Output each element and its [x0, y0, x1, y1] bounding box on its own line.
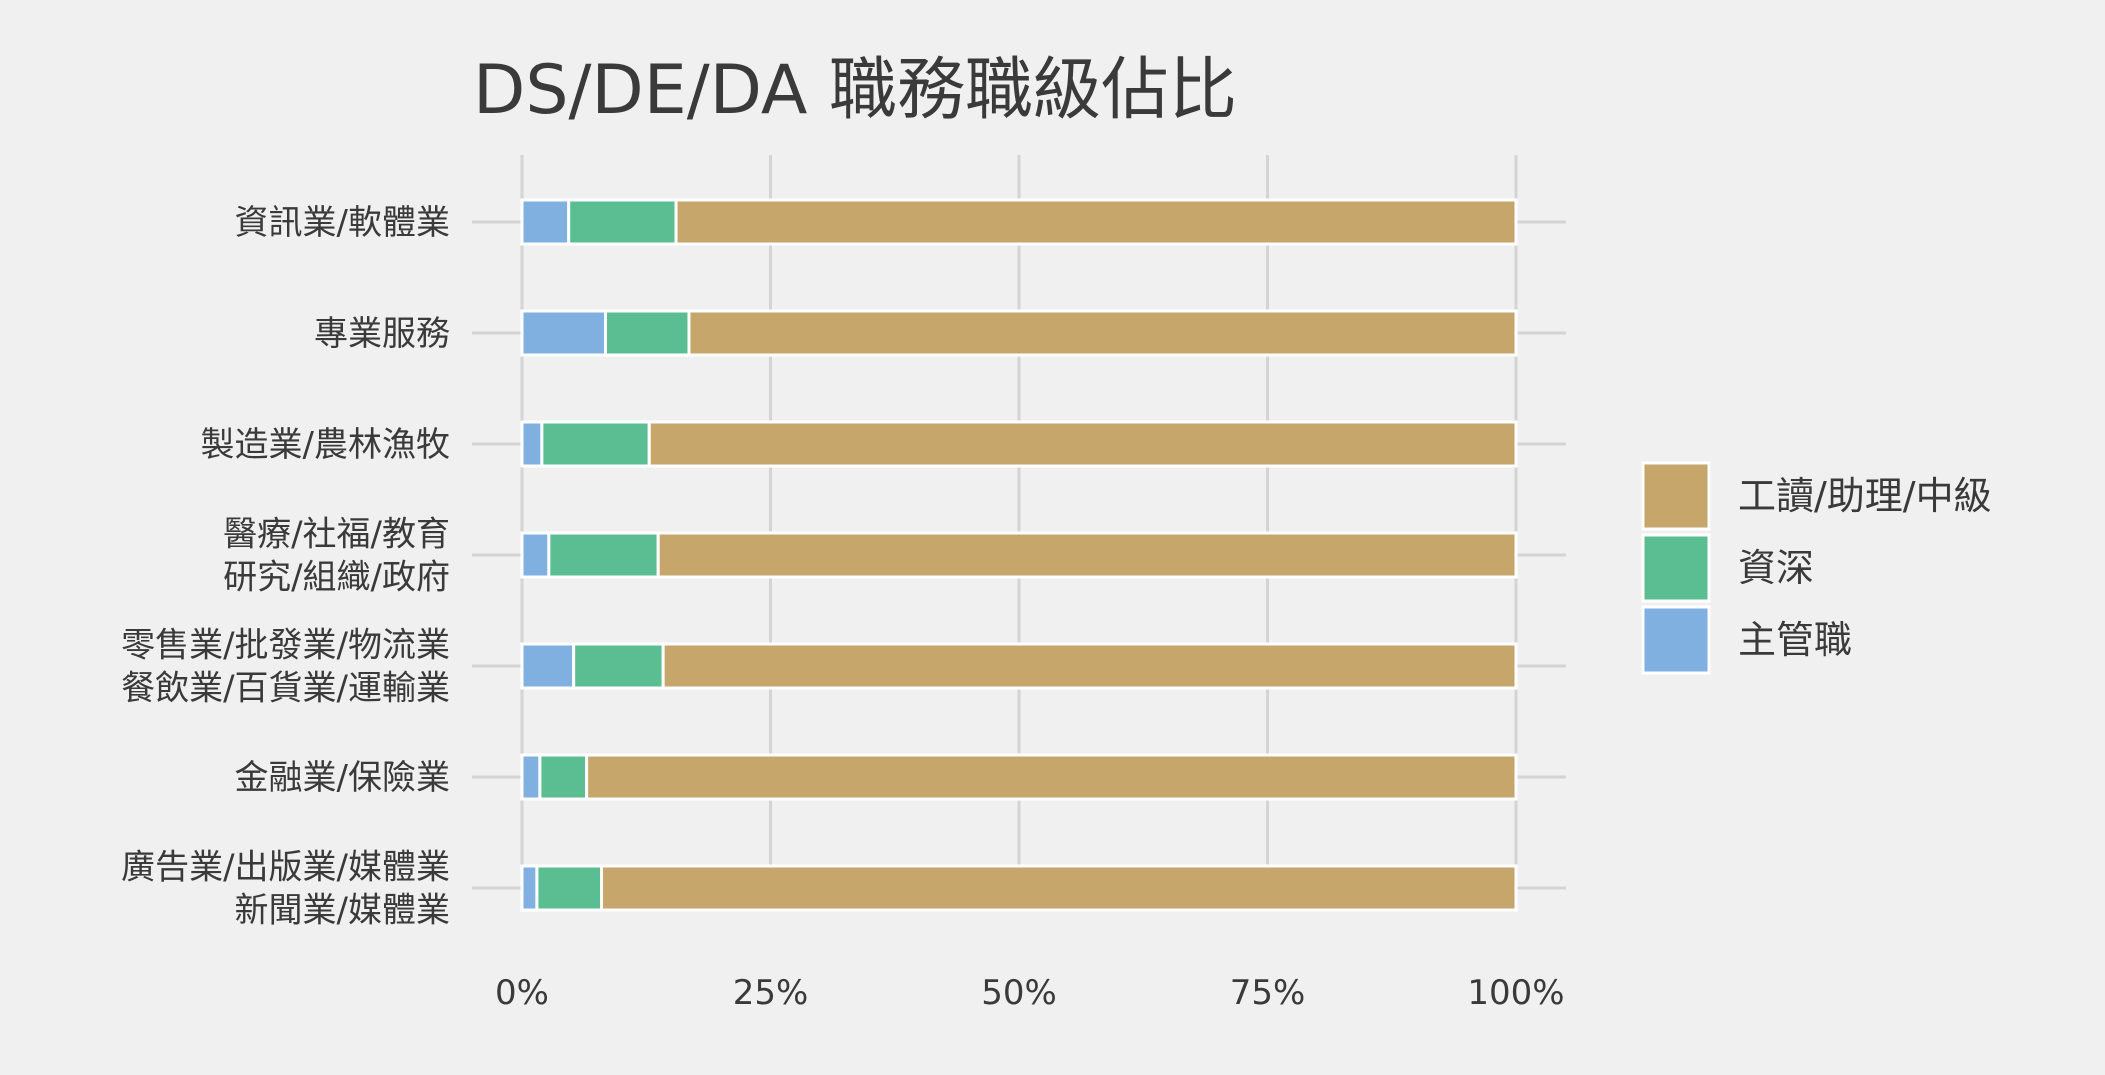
- category-label-3-line-1: 研究/組織/政府: [223, 558, 450, 598]
- bar-0-series-2: [674, 198, 1518, 246]
- x-tick-label-3: 75%: [1230, 973, 1306, 1013]
- legend-label-1: 資深: [1738, 546, 1814, 590]
- bar-4-series-1: [572, 642, 665, 690]
- x-tick-label-2: 50%: [981, 973, 1057, 1013]
- bar-6-series-0: [520, 864, 539, 912]
- category-label-6-line-0: 廣告業/出版業/媒體業: [121, 848, 450, 888]
- x-tick-labels: 0% 25% 50% 75% 100%: [495, 973, 1565, 1013]
- category-label-6-line-1: 新聞業/媒體業: [235, 891, 450, 931]
- bar-3-series-1: [547, 531, 660, 579]
- bar-2-series-2: [647, 420, 1518, 468]
- bar-5-series-2: [585, 753, 1518, 801]
- category-label-0-line-0: 資訊業/軟體業: [235, 203, 450, 243]
- bar-2-series-0: [520, 420, 544, 468]
- bar-2-series-1: [540, 420, 651, 468]
- legend-swatch-1: [1641, 533, 1711, 603]
- legend-label-2: 主管職: [1738, 618, 1852, 662]
- category-label-5-line-0: 金融業/保險業: [235, 758, 450, 798]
- bar-5-series-0: [520, 753, 542, 801]
- bar-1-series-0: [520, 309, 607, 357]
- bar-3-series-0: [520, 531, 551, 579]
- category-label-2-line-0: 製造業/農林漁牧: [201, 425, 450, 465]
- category-label-4-line-0: 零售業/批發業/物流業: [121, 626, 450, 666]
- legend-swatch-2: [1641, 605, 1711, 675]
- category-label-4-line-1: 餐飲業/百貨業/運輸業: [121, 669, 450, 709]
- bar-1-series-2: [687, 309, 1518, 357]
- x-tick-label-1: 25%: [733, 973, 809, 1013]
- bars: [520, 198, 1518, 912]
- category-label-1-line-0: 專業服務: [314, 314, 450, 354]
- x-tick-label-0: 0%: [495, 973, 549, 1013]
- category-labels: 資訊業/軟體業專業服務製造業/農林漁牧醫療/社福/教育研究/組織/政府零售業/批…: [121, 203, 450, 931]
- bar-5-series-1: [538, 753, 589, 801]
- legend-label-0: 工讀/助理/中級: [1738, 474, 1992, 518]
- bar-0-series-0: [520, 198, 571, 246]
- bar-4-series-0: [520, 642, 576, 690]
- category-label-3-line-0: 醫療/社福/教育: [223, 515, 450, 555]
- legend-swatch-0: [1641, 461, 1711, 531]
- x-tick-label-4: 100%: [1467, 973, 1564, 1013]
- bar-6-series-2: [600, 864, 1518, 912]
- bar-6-series-1: [535, 864, 604, 912]
- bar-1-series-1: [603, 309, 691, 357]
- bar-3-series-2: [656, 531, 1518, 579]
- bar-4-series-2: [661, 642, 1518, 690]
- bar-0-series-1: [567, 198, 678, 246]
- chart-title: DS/DE/DA 職務職級佔比: [473, 51, 1237, 130]
